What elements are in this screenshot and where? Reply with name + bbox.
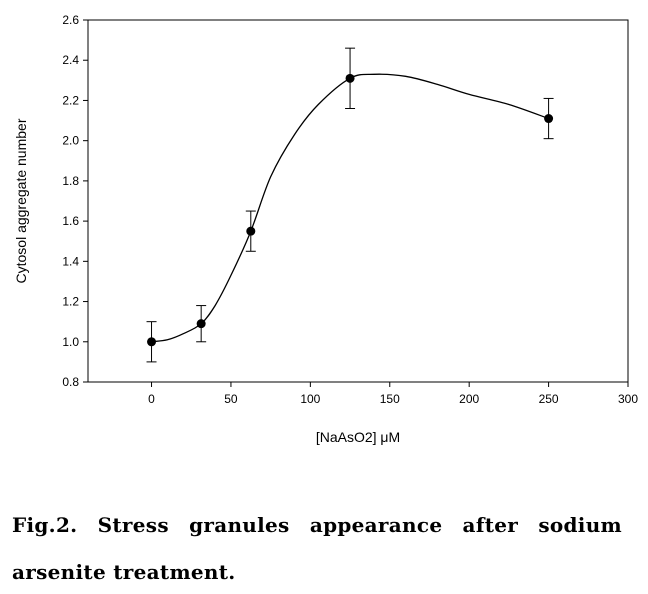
y-tick-label: 2.0: [62, 134, 79, 148]
x-tick-label: 100: [300, 392, 320, 406]
x-axis-label: [NaAsO2] μM: [316, 429, 400, 445]
data-points: [147, 73, 554, 347]
y-axis-label: Cytosol aggregate number: [13, 118, 29, 283]
data-point: [345, 73, 355, 83]
data-point: [544, 114, 554, 124]
y-tick-label: 0.8: [62, 375, 79, 389]
plot-area-frame: [87, 19, 629, 383]
x-tick-label: 150: [380, 392, 400, 406]
x-tick-label: 50: [224, 392, 238, 406]
y-tick-label: 1.8: [62, 174, 79, 188]
y-tick-label: 1.6: [62, 214, 79, 228]
fit-curve: [151, 73, 549, 343]
x-tick-label: 300: [618, 392, 638, 406]
figure-caption-line-1: Fig.2. Stress granules appearance after …: [12, 513, 622, 537]
y-tick-label: 1.4: [62, 254, 79, 268]
y-tick-label: 2.4: [62, 53, 79, 67]
figure-caption-line-2: arsenite treatment.: [12, 560, 236, 584]
x-axis: 0 50 100 150 200 250 300: [148, 382, 638, 406]
error-bars: [146, 47, 554, 363]
x-tick-label: 250: [539, 392, 559, 406]
x-tick-label: 200: [459, 392, 479, 406]
y-tick-label: 1.0: [62, 335, 79, 349]
chart: 0.8 1.0 1.2 1.4 1.6 1.8 2.0 2.2 2.4 2.6 0 50 100 150…: [13, 13, 638, 445]
data-point: [196, 319, 206, 329]
data-point: [246, 226, 256, 236]
data-point: [147, 337, 157, 347]
y-tick-label: 2.2: [62, 93, 79, 107]
y-tick-label: 2.6: [62, 13, 79, 27]
x-tick-label: 0: [148, 392, 155, 406]
y-axis: 0.8 1.0 1.2 1.4 1.6 1.8 2.0 2.2 2.4 2.6: [62, 13, 88, 389]
y-tick-label: 1.2: [62, 295, 79, 309]
